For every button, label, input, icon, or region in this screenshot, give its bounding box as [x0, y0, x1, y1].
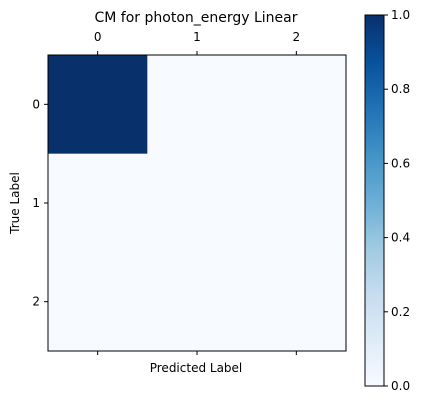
colorbar-tick-label: 0.6 — [391, 156, 410, 170]
x-axis-label: Predicted Label — [150, 361, 243, 375]
x-tick-label: 2 — [293, 30, 301, 44]
heatmap-cells — [48, 55, 347, 352]
heatmap-cell — [246, 153, 347, 253]
heatmap-cell — [246, 252, 347, 352]
colorbar-tick-label: 1.0 — [391, 8, 410, 22]
colorbar-tick-label: 0.8 — [391, 82, 410, 96]
colorbar-tick-label: 0.2 — [391, 305, 410, 319]
x-tick-label: 1 — [193, 30, 201, 44]
colorbar-ticks: 0.0 0.2 0.4 0.6 0.8 1.0 — [384, 8, 410, 393]
colorbar-tick-label: 0.4 — [391, 231, 410, 245]
y-tick-label: 2 — [32, 295, 40, 309]
x-ticks: 0 1 2 — [94, 30, 300, 355]
heatmap-cell — [147, 252, 248, 352]
heatmap-cell — [147, 55, 248, 155]
y-tick-label: 1 — [32, 196, 40, 210]
heatmap-cell — [147, 153, 248, 253]
y-axis-label: True Label — [8, 172, 22, 235]
y-tick-label: 0 — [32, 97, 40, 111]
heatmap-cell — [48, 153, 148, 253]
colorbar — [364, 14, 385, 387]
heatmap-cell — [48, 252, 148, 352]
heatmap-cell — [246, 55, 347, 155]
y-ticks: 0 1 2 — [32, 97, 48, 309]
chart-title: CM for photon_energy Linear — [95, 10, 298, 26]
heatmap-cell — [48, 55, 148, 155]
colorbar-tick-label: 0.0 — [391, 379, 410, 393]
x-tick-label: 0 — [94, 30, 102, 44]
